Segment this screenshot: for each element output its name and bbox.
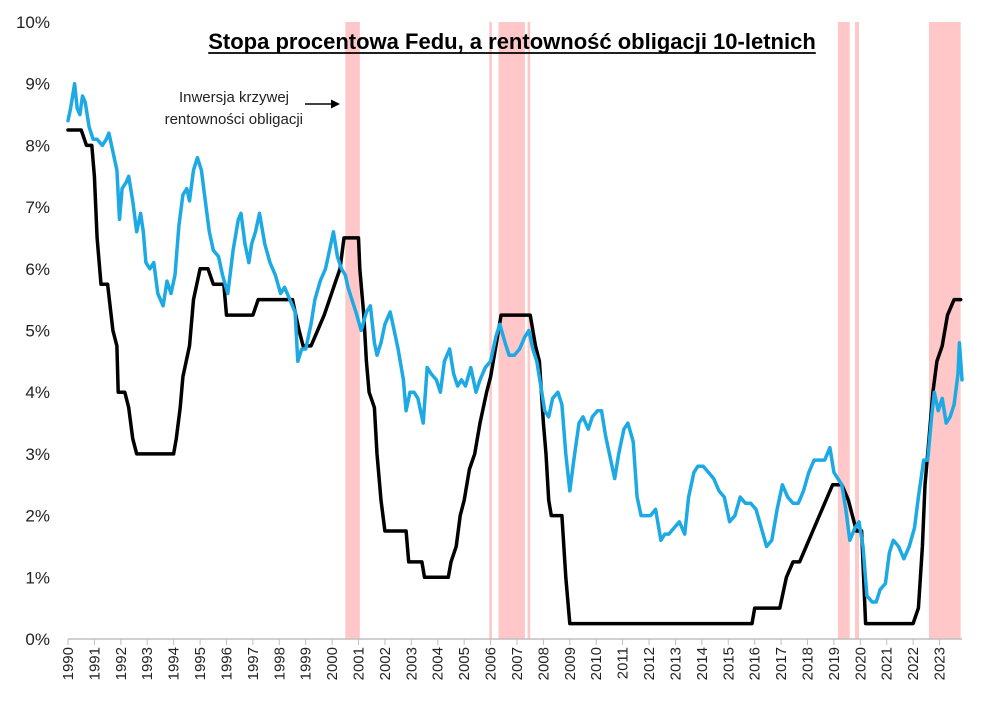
x-tick-label: 2012 <box>641 647 658 680</box>
chart-title: Stopa procentowa Fedu, a rentowność obli… <box>208 29 816 54</box>
x-tick-label: 2005 <box>456 647 473 680</box>
x-tick-label: 2020 <box>852 647 869 680</box>
x-tick-label: 2000 <box>324 647 341 680</box>
annotation-arrow-head <box>331 99 340 109</box>
x-tick-label: 2011 <box>615 647 632 679</box>
inversion-band-0 <box>345 22 360 639</box>
y-tick-label: 8% <box>25 136 50 155</box>
x-tick-label: 2006 <box>483 647 500 680</box>
annotation-line-2: rentowności obligacji <box>165 111 303 128</box>
x-tick-label: 2008 <box>535 647 552 680</box>
title-group: Stopa procentowa Fedu, a rentowność obli… <box>208 29 816 54</box>
x-tick-label: 2018 <box>799 647 816 680</box>
y-tick-label: 1% <box>25 568 50 587</box>
y-tick-label: 9% <box>25 75 50 94</box>
x-tick-label: 1991 <box>86 647 103 680</box>
y-tick-label: 4% <box>25 383 50 402</box>
x-tick-labels: 1990 1991 1992 1993 1994 1995 1996 1997 1998 1999… <box>60 639 949 680</box>
series-lines <box>66 81 964 626</box>
inversion-band-5 <box>855 22 859 639</box>
x-tick-label: 2013 <box>667 647 684 680</box>
y-tick-label: 0% <box>25 630 50 649</box>
annotation: Inwersja krzywej rentowności obligacji <box>165 89 340 128</box>
y-tick-label: 5% <box>25 322 50 341</box>
x-tick-label: 2022 <box>905 647 922 680</box>
x-tick-label: 1997 <box>245 647 262 680</box>
y-tick-labels: 0% 1% 2% 3% 4% 5% 6% 7% 8% 9% 10% <box>16 13 50 649</box>
x-tick-label: 2007 <box>509 647 526 680</box>
x-tick-label: 1994 <box>166 647 183 680</box>
y-tick-label: 10% <box>16 13 50 32</box>
x-tick-label: 2021 <box>879 647 896 680</box>
x-tick-label: 1993 <box>139 647 156 680</box>
x-tick-label: 2002 <box>377 647 394 680</box>
x-tick-label: 2010 <box>588 647 605 680</box>
x-tick-label: 2004 <box>430 647 447 680</box>
y-tick-label: 6% <box>25 260 50 279</box>
y-tick-label: 2% <box>25 507 50 526</box>
y-tick-label: 3% <box>25 445 50 464</box>
x-tick-label: 2001 <box>351 647 368 680</box>
inversion-band-4 <box>837 22 850 639</box>
annotation-line-1: Inwersja krzywej <box>179 89 289 106</box>
x-tick-label: 2016 <box>747 647 764 680</box>
x-tick-label: 2015 <box>720 647 737 680</box>
x-tick-label: 1999 <box>298 647 315 680</box>
y-tick-label: 7% <box>25 198 50 217</box>
fed-rate-line <box>66 128 963 626</box>
x-tick-label: 1990 <box>60 647 77 680</box>
x-tick-label: 1995 <box>192 647 209 680</box>
inversion-bands <box>345 22 961 639</box>
x-tick-label: 2019 <box>826 647 843 680</box>
x-tick-label: 1992 <box>113 647 130 680</box>
inversion-band-1 <box>489 22 492 639</box>
x-tick-label: 2009 <box>562 647 579 680</box>
bond-yield-line <box>66 81 964 604</box>
x-tick-label: 1996 <box>218 647 235 680</box>
x-tick-label: 2017 <box>773 647 790 680</box>
x-tick-label: 2003 <box>403 647 420 680</box>
x-tick-label: 1998 <box>271 647 288 680</box>
x-tick-label: 2014 <box>694 647 711 680</box>
x-tick-label: 2023 <box>932 647 949 680</box>
